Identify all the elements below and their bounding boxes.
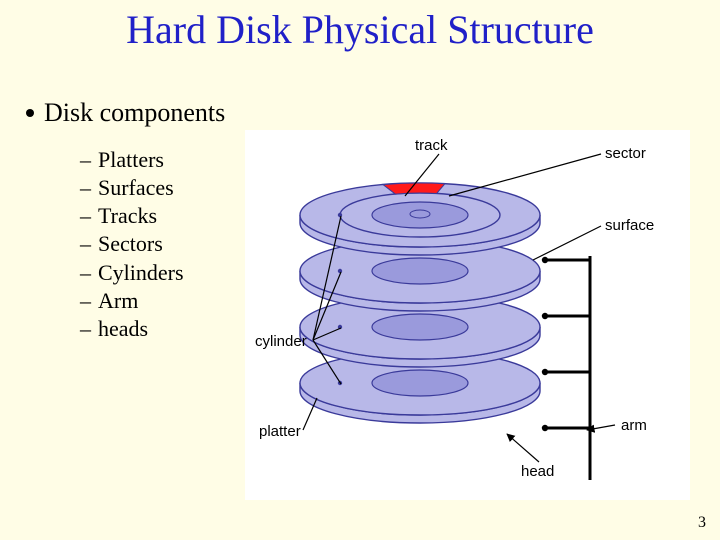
- sublist-item-label: heads: [98, 316, 148, 341]
- platter: [300, 183, 540, 255]
- leader-line: [449, 154, 601, 196]
- bullet-disk-components: Disk components: [26, 98, 225, 128]
- sublist-item-label: Tracks: [98, 203, 157, 228]
- page-number: 3: [698, 514, 706, 532]
- head-dot: [542, 313, 548, 319]
- sublist: –Platters–Surfaces–Tracks–Sectors–Cylind…: [80, 146, 184, 343]
- figure-label: track: [415, 137, 448, 154]
- leader-line: [533, 226, 601, 260]
- sublist-item: –Tracks: [80, 202, 184, 230]
- slide: Hard Disk Physical Structure Disk compon…: [0, 0, 720, 540]
- figure-label: platter: [259, 423, 301, 440]
- sublist-item: –Sectors: [80, 230, 184, 258]
- bullet-text: Disk components: [44, 98, 225, 127]
- slide-title: Hard Disk Physical Structure: [0, 6, 720, 53]
- disk-figure: track sector surface cylinder platter head arm: [245, 130, 690, 500]
- figure-label: cylinder: [255, 333, 307, 350]
- figure-label: head: [521, 463, 554, 480]
- dash-icon: –: [80, 202, 98, 230]
- dash-icon: –: [80, 174, 98, 202]
- sublist-item-label: Surfaces: [98, 175, 174, 200]
- sublist-item-label: Arm: [98, 288, 138, 313]
- dash-icon: –: [80, 146, 98, 174]
- cylinder-point: [338, 269, 342, 273]
- sublist-item-label: Cylinders: [98, 260, 184, 285]
- dash-icon: –: [80, 230, 98, 258]
- cylinder-point: [338, 213, 342, 217]
- sublist-item-label: Sectors: [98, 231, 163, 256]
- sublist-item: –Cylinders: [80, 259, 184, 287]
- figure-label: sector: [605, 145, 646, 162]
- dash-icon: –: [80, 287, 98, 315]
- disk-svg: track sector surface cylinder platter head arm: [245, 130, 690, 500]
- head-dot: [542, 369, 548, 375]
- sublist-item: –Platters: [80, 146, 184, 174]
- bullet-dot-icon: [26, 109, 34, 117]
- sublist-item: –Surfaces: [80, 174, 184, 202]
- head-dot: [542, 257, 548, 263]
- head-dot: [542, 425, 548, 431]
- sublist-item-label: Platters: [98, 147, 164, 172]
- sublist-item: –Arm: [80, 287, 184, 315]
- spindle-cap: [410, 210, 430, 218]
- dash-icon: –: [80, 315, 98, 343]
- leader-line: [507, 434, 539, 462]
- sublist-item: –heads: [80, 315, 184, 343]
- figure-label: surface: [605, 217, 654, 234]
- dash-icon: –: [80, 259, 98, 287]
- figure-label: arm: [621, 417, 647, 434]
